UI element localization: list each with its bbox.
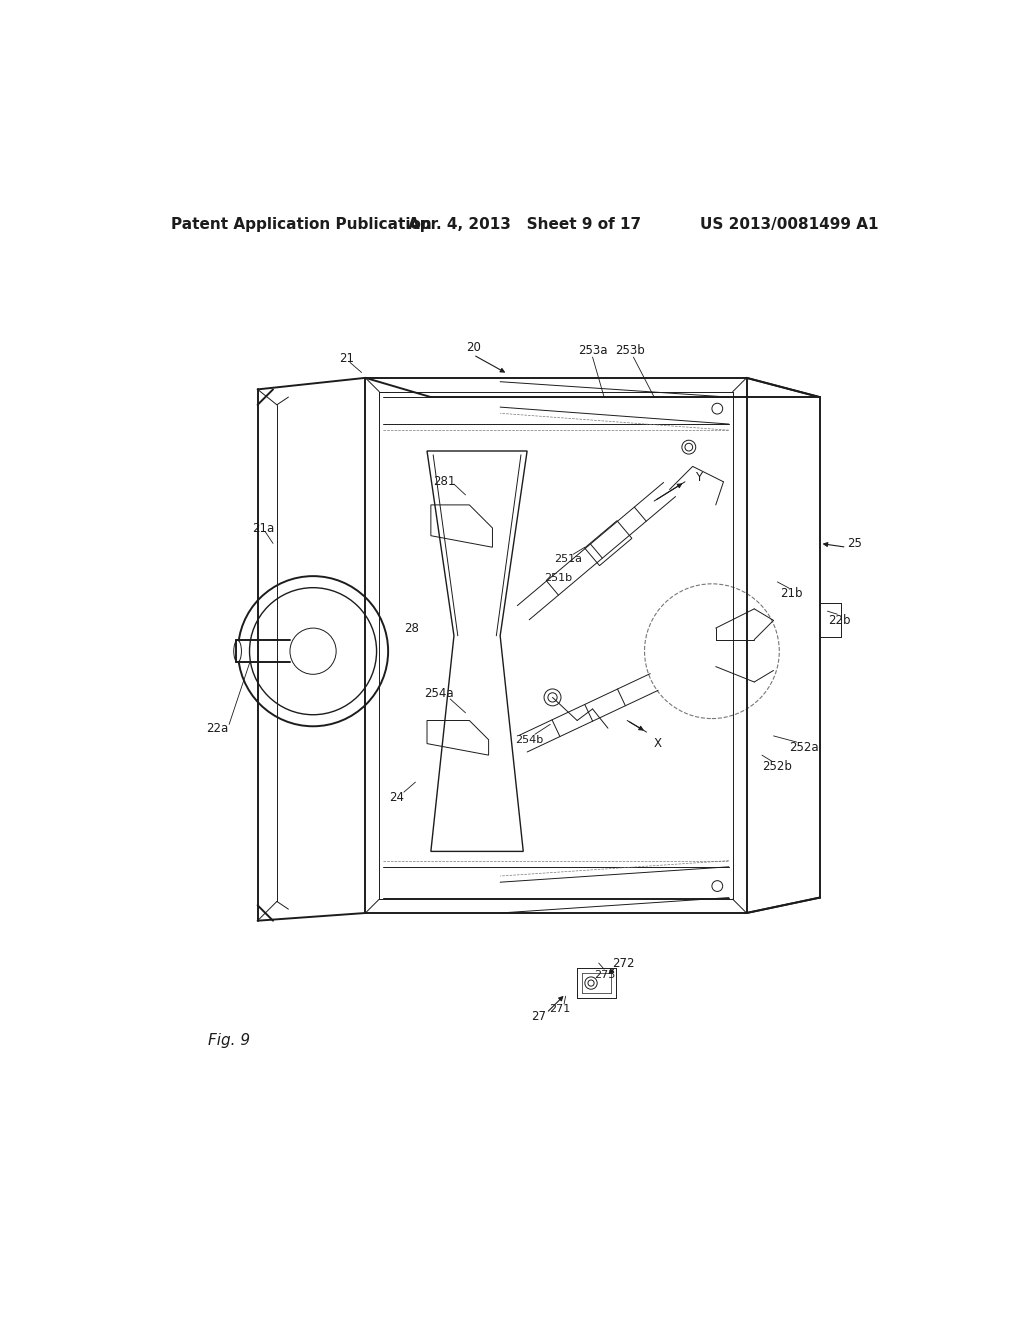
Text: 254a: 254a <box>424 686 454 700</box>
Text: 252a: 252a <box>790 741 819 754</box>
Ellipse shape <box>585 977 597 989</box>
Text: 252b: 252b <box>763 760 793 774</box>
Text: 21: 21 <box>339 352 353 366</box>
Ellipse shape <box>682 441 695 454</box>
Text: 254b: 254b <box>515 735 544 744</box>
Text: 281: 281 <box>433 475 456 488</box>
Text: 251b: 251b <box>544 573 572 583</box>
Text: Patent Application Publication: Patent Application Publication <box>171 216 431 232</box>
Text: US 2013/0081499 A1: US 2013/0081499 A1 <box>700 216 879 232</box>
Text: 271: 271 <box>550 1005 570 1014</box>
Ellipse shape <box>544 689 561 706</box>
Text: 27: 27 <box>531 1010 546 1023</box>
Text: 272: 272 <box>612 957 635 970</box>
Text: 25: 25 <box>847 537 862 550</box>
Text: 21a: 21a <box>252 521 274 535</box>
Text: 24: 24 <box>389 791 403 804</box>
Text: X: X <box>654 737 662 750</box>
Text: Y: Y <box>695 471 702 484</box>
Text: 273: 273 <box>594 970 615 979</box>
Text: 22a: 22a <box>206 722 228 735</box>
Text: 28: 28 <box>404 622 419 635</box>
Text: 251a: 251a <box>554 554 582 564</box>
Text: 22b: 22b <box>827 614 850 627</box>
Text: 253b: 253b <box>614 345 644 358</box>
Ellipse shape <box>233 640 242 663</box>
Text: Fig. 9: Fig. 9 <box>208 1032 250 1048</box>
Text: 20: 20 <box>466 341 480 354</box>
Text: Apr. 4, 2013   Sheet 9 of 17: Apr. 4, 2013 Sheet 9 of 17 <box>409 216 641 232</box>
Text: 253a: 253a <box>578 345 607 358</box>
Text: 21b: 21b <box>780 587 803 601</box>
